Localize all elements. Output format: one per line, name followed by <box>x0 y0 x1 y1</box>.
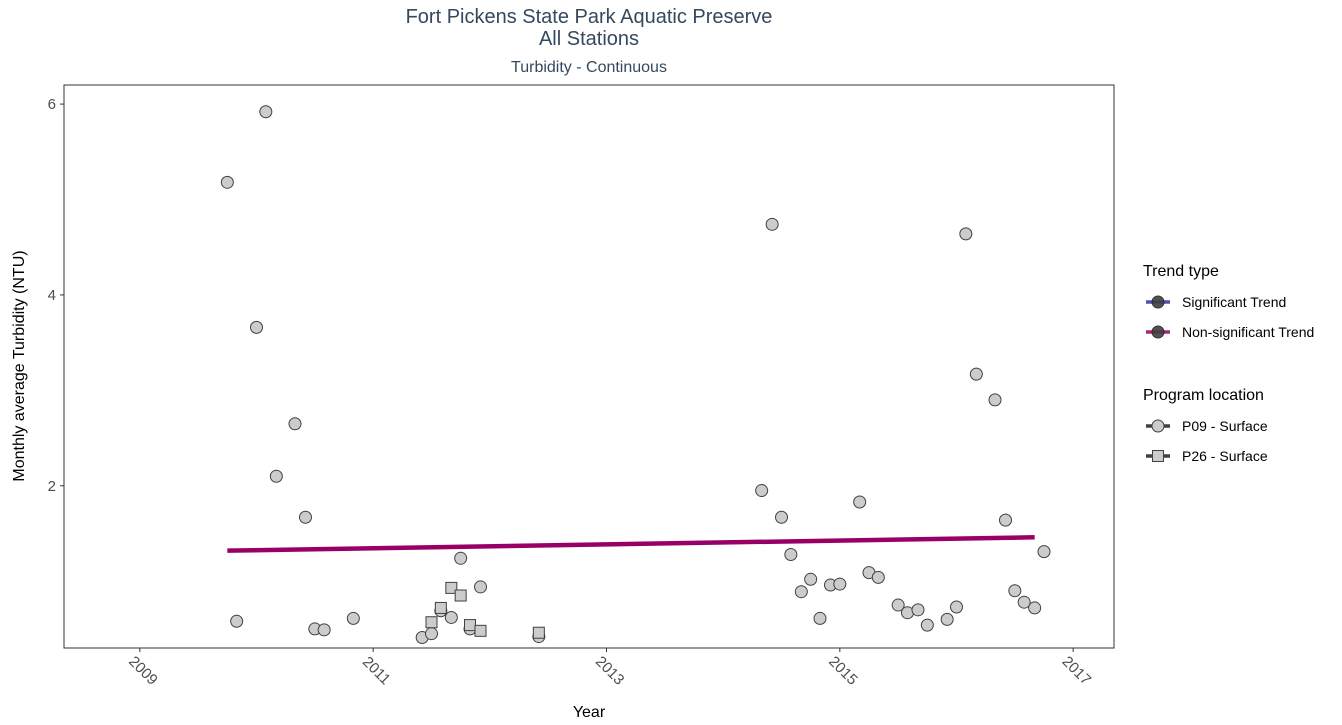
chart-title: Fort Pickens State Park Aquatic Preserve <box>406 6 773 28</box>
data-point-p09 <box>1037 545 1051 559</box>
data-point-p09 <box>804 572 818 586</box>
x-tick-label: 2015 <box>825 653 861 689</box>
legend-item-p26: P26 - Surface <box>1146 448 1268 464</box>
x-axis: 2009 2011 2013 2015 2017 <box>125 648 1094 689</box>
trend-layer <box>227 535 1035 553</box>
x-tick-label: 2013 <box>592 653 628 689</box>
chart-title-line2: All Stations <box>539 28 639 50</box>
data-point-p09 <box>784 547 798 561</box>
points-layer <box>220 105 1051 645</box>
data-point-p09 <box>765 217 779 231</box>
data-point-p09 <box>999 513 1012 527</box>
data-point-p09 <box>288 417 302 431</box>
legend-p26-label: P26 - Surface <box>1182 448 1268 464</box>
data-point-p26 <box>454 589 467 602</box>
data-point-p09 <box>220 175 234 189</box>
data-point-p09 <box>1017 595 1031 609</box>
legend-program-title: Program location <box>1143 387 1264 404</box>
data-point-p09 <box>425 627 438 641</box>
data-point-p09 <box>259 105 273 119</box>
data-point-p09 <box>250 320 263 334</box>
x-tick-label: 2009 <box>125 653 161 689</box>
data-point-p09 <box>794 585 808 599</box>
data-point-p09 <box>230 614 244 628</box>
legend-item-p09: P09 - Surface <box>1146 418 1268 434</box>
data-point-p09 <box>969 367 983 381</box>
y-tick-label: 4 <box>48 287 56 304</box>
y-tick-label: 2 <box>48 478 56 495</box>
legend-significant-dot <box>1151 295 1165 309</box>
x-tick-label: 2011 <box>359 653 394 688</box>
data-point-p09 <box>833 577 847 591</box>
legend-item-significant-trend: Significant Trend <box>1146 294 1286 310</box>
data-point-p09 <box>891 598 905 612</box>
data-point-p09 <box>775 510 788 524</box>
data-point-p09 <box>959 227 973 241</box>
data-point-p09 <box>474 580 487 594</box>
data-point-p26 <box>532 626 545 639</box>
legend-item-nonsignificant-trend: Non-significant Trend <box>1146 324 1314 340</box>
plot-panel <box>63 84 1115 649</box>
data-point-p09 <box>454 551 468 565</box>
legend-significant-label: Significant Trend <box>1182 294 1286 310</box>
legend-nonsignificant-label: Non-significant Trend <box>1182 324 1314 340</box>
data-point-p09 <box>950 600 963 614</box>
data-point-p09 <box>940 612 954 626</box>
data-point-p26 <box>445 581 458 594</box>
legend: Trend type Significant Trend Non-signifi… <box>1143 263 1314 464</box>
data-point-p09 <box>813 611 827 625</box>
data-point-p26 <box>474 624 487 637</box>
data-point-p26 <box>434 601 447 614</box>
data-point-p26 <box>425 616 438 629</box>
data-point-p09 <box>1008 584 1022 598</box>
data-point-p09 <box>299 510 312 524</box>
data-point-p09 <box>269 469 283 483</box>
legend-trend-title: Trend type <box>1143 263 1219 280</box>
trend-line <box>227 535 1035 553</box>
data-point-p09 <box>317 623 331 637</box>
data-point-p09 <box>755 484 769 498</box>
legend-nonsignificant-dot <box>1151 325 1165 339</box>
data-point-p09 <box>871 570 885 584</box>
legend-p09-label: P09 - Surface <box>1182 418 1268 434</box>
y-axis: 2 4 6 <box>48 96 64 495</box>
x-axis-title: Year <box>573 704 606 721</box>
legend-p26-marker <box>1152 450 1164 462</box>
data-point-p26 <box>464 619 476 632</box>
data-point-p09 <box>920 618 934 632</box>
data-point-p09 <box>911 603 925 617</box>
y-tick-label: 6 <box>48 96 56 113</box>
data-point-p09 <box>853 495 867 509</box>
y-axis-title: Monthly average Turbidity (NTU) <box>11 250 28 481</box>
x-tick-label: 2017 <box>1059 653 1095 689</box>
chart-subtitle: Turbidity - Continuous <box>511 59 667 76</box>
data-point-p09 <box>1028 601 1042 615</box>
data-point-p09 <box>346 611 360 625</box>
legend-p09-marker <box>1151 419 1165 433</box>
data-point-p09 <box>988 393 1002 407</box>
data-point-p09 <box>444 610 458 624</box>
